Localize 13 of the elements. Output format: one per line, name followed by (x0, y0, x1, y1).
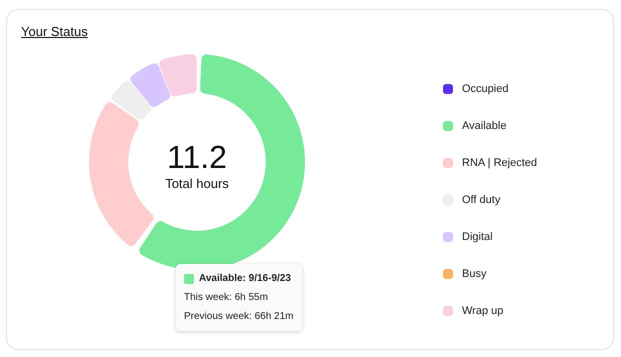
text: Total hours (164, 176, 230, 191)
legend-label: Digital (462, 230, 493, 242)
text: This week: 6h 55m (184, 291, 269, 305)
text: Previous week: 66h 21m (184, 310, 294, 324)
legend-label: Wrap up (462, 304, 504, 316)
text: 11.2 (166, 139, 228, 175)
chart-title: Your Status (21, 24, 88, 39)
legend-label: Occupied (462, 82, 508, 94)
text: Available: 9/16-9/23 (199, 272, 291, 286)
legend-label: RNA | Rejected (462, 156, 538, 168)
legend-label: Busy (462, 268, 486, 280)
legend-label: Off duty (462, 194, 500, 206)
legend-label: Available (462, 120, 506, 132)
